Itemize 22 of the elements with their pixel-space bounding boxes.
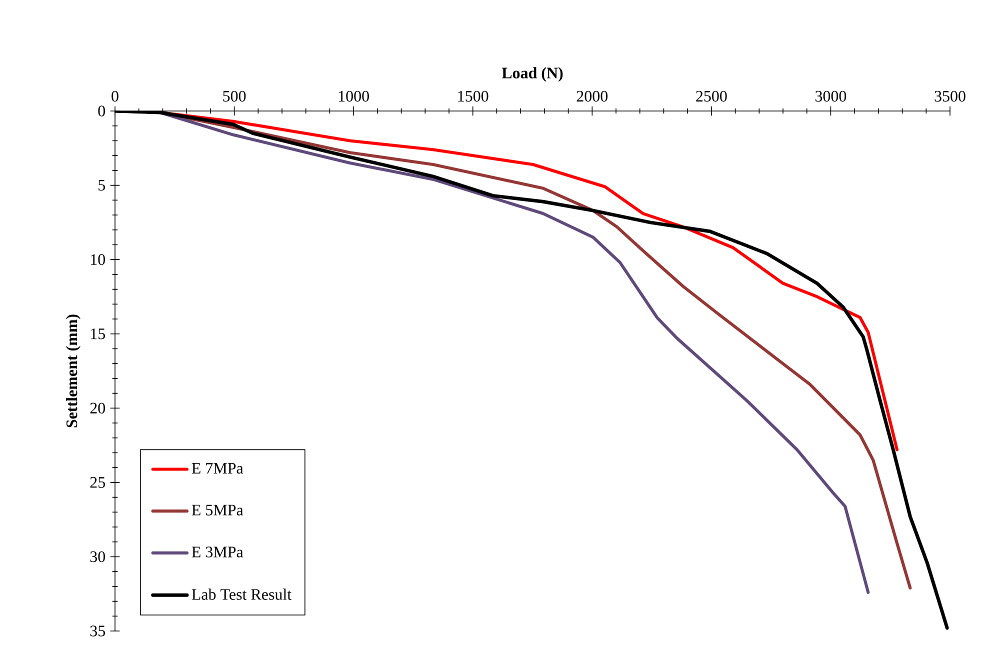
- x-tick-label: 1000: [338, 90, 369, 102]
- y-tick-label: 10: [91, 254, 106, 265]
- y-tick-label: 30: [90, 551, 106, 562]
- x-tick-label: 2000: [576, 90, 608, 102]
- y-tick-label: 5: [98, 180, 106, 191]
- x-tick-label: 0: [112, 90, 118, 102]
- legend-label: Lab Test Result: [192, 588, 292, 600]
- y-tick-label: 0: [98, 106, 106, 116]
- x-tick-label: 3500: [934, 90, 966, 102]
- x-tick-label: 2500: [696, 90, 727, 102]
- y-axis-title: Settlement (mm): [66, 314, 80, 428]
- y-tick-label: 25: [90, 477, 106, 488]
- y-tick-label: 35: [90, 626, 106, 636]
- legend-label: E 7MPa: [192, 463, 244, 474]
- x-axis-title: Load (N): [502, 67, 563, 82]
- x-tick-label: 1500: [458, 90, 488, 102]
- y-tick-label: 20: [90, 402, 106, 414]
- legend-label: E 3MPa: [192, 546, 244, 558]
- x-tick-label: 500: [223, 90, 246, 102]
- x-tick-label: 3000: [815, 90, 846, 102]
- legend-label: E 5MPa: [192, 504, 244, 516]
- y-tick-label: 15: [91, 328, 106, 340]
